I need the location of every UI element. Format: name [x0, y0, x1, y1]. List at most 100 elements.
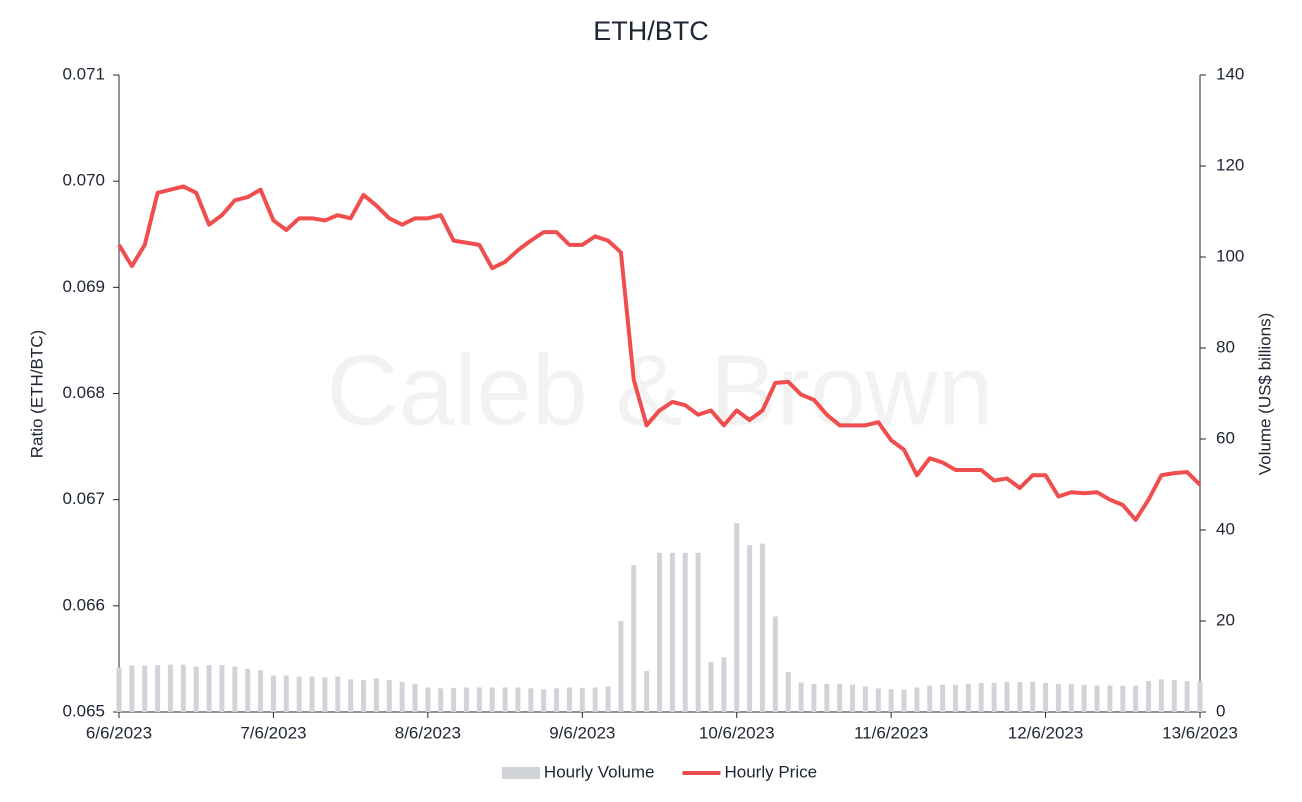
volume-bar	[1107, 685, 1113, 712]
y2-tick-label: 0	[1216, 701, 1225, 720]
volume-bar	[798, 682, 804, 712]
volume-bar	[669, 552, 675, 712]
volume-bar	[605, 686, 611, 712]
volume-bar	[901, 689, 907, 712]
volume-bar	[566, 687, 572, 712]
x-tick-label: 12/6/2023	[1008, 723, 1084, 742]
volume-bar	[1068, 683, 1074, 712]
x-tick-label: 6/6/2023	[86, 723, 152, 742]
volume-bar	[515, 687, 521, 712]
volume-bar	[463, 687, 469, 712]
y-tick-label: 0.070	[62, 171, 105, 190]
x-tick-label: 9/6/2023	[549, 723, 615, 742]
volume-bar	[1017, 681, 1023, 712]
volume-bar	[476, 687, 482, 712]
volume-bar	[451, 687, 457, 712]
volume-bar	[155, 665, 161, 712]
volume-bar	[373, 678, 379, 712]
volume-bar	[747, 545, 753, 712]
volume-bar	[1030, 681, 1036, 712]
volume-bar	[657, 552, 662, 712]
volume-bar	[296, 676, 302, 712]
volume-bar	[721, 657, 727, 712]
y-tick-label: 0.068	[62, 383, 105, 402]
volume-bar	[592, 687, 598, 712]
volume-bar	[1094, 685, 1100, 712]
volume-bar	[438, 688, 444, 712]
volume-bar	[258, 670, 264, 712]
volume-bar	[811, 683, 817, 712]
volume-bar	[862, 686, 868, 712]
volume-bar	[335, 676, 341, 712]
volume-bar	[489, 687, 495, 712]
volume-bar	[309, 676, 315, 712]
y-tick-label: 0.069	[62, 277, 105, 296]
volume-bar	[1197, 681, 1203, 712]
volume-bar	[528, 688, 534, 712]
volume-bar	[1146, 681, 1152, 712]
volume-bar	[425, 687, 431, 712]
volume-bar	[734, 523, 740, 712]
volume-bar	[541, 689, 547, 712]
volume-bar	[129, 665, 135, 712]
volume-bar	[850, 684, 856, 712]
volume-bar	[991, 682, 997, 712]
volume-bar	[579, 687, 585, 712]
volume-bar	[399, 681, 405, 712]
volume-bar	[914, 687, 920, 712]
x-tick-label: 8/6/2023	[395, 723, 461, 742]
x-tick-label: 10/6/2023	[699, 723, 775, 742]
volume-bar	[837, 683, 843, 712]
volume-bar	[386, 680, 392, 712]
watermark: Caleb & Brown	[327, 334, 994, 446]
volume-bar	[1055, 683, 1061, 712]
volume-bar	[322, 677, 328, 712]
volume-bar	[772, 616, 778, 712]
y2-tick-label: 120	[1216, 155, 1244, 174]
volume-bar	[759, 543, 765, 712]
volume-bar	[940, 684, 946, 712]
volume-bar	[978, 682, 984, 712]
volume-bar	[219, 665, 225, 712]
volume-bar	[927, 685, 933, 712]
volume-bar	[554, 688, 560, 712]
volume-bar	[618, 621, 624, 712]
volume-bar	[283, 675, 289, 712]
volume-bar	[245, 668, 251, 712]
volume-bar	[270, 675, 276, 712]
y2-tick-label: 140	[1216, 64, 1244, 83]
legend-label: Hourly Volume	[544, 762, 655, 781]
volume-bar	[682, 552, 688, 712]
y-axis-label: Ratio (ETH/BTC)	[27, 330, 46, 458]
volume-bar	[348, 679, 354, 712]
volume-bar	[785, 671, 791, 712]
y2-tick-label: 60	[1216, 428, 1235, 447]
volume-bar	[708, 661, 714, 712]
y2-axis-label: Volume (US$ billions)	[1255, 313, 1274, 476]
volume-bar	[116, 667, 122, 712]
volume-bar	[502, 687, 508, 712]
volume-bar	[1184, 681, 1190, 712]
y-tick-label: 0.071	[62, 64, 105, 83]
chart-title: ETH/BTC	[593, 16, 709, 46]
volume-bar	[644, 671, 650, 712]
legend-swatch	[501, 767, 540, 779]
x-tick-label: 11/6/2023	[854, 723, 928, 742]
volume-bar	[1133, 685, 1139, 712]
volume-bar	[167, 664, 173, 712]
volume-bar	[695, 552, 701, 712]
volume-bar	[232, 666, 238, 712]
legend-label: Hourly Price	[724, 762, 817, 781]
volume-bar	[206, 665, 212, 712]
volume-bar	[1043, 682, 1049, 712]
volume-bar	[412, 683, 418, 712]
volume-bar	[180, 664, 186, 712]
y-tick-label: 0.065	[62, 701, 105, 720]
price-line	[117, 184, 1202, 522]
volume-bar	[193, 666, 199, 712]
volume-bar	[875, 688, 881, 712]
volume-bar	[824, 683, 830, 712]
x-tick-label: 7/6/2023	[240, 723, 306, 742]
